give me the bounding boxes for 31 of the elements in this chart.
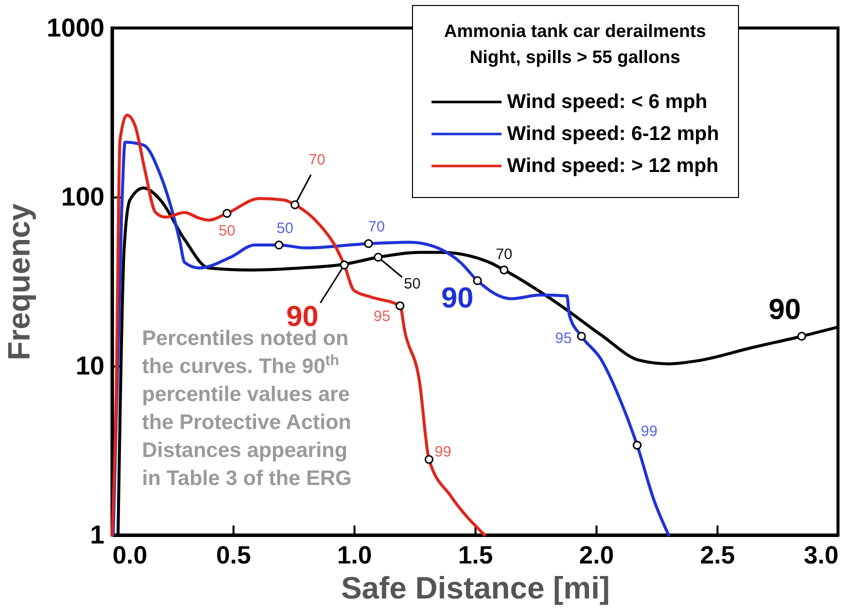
annotation: 90 — [768, 294, 801, 326]
x-tick-label: 3.0 — [804, 542, 838, 570]
x-tick-label: 1.5 — [458, 542, 493, 570]
x-tick-label: 1.0 — [337, 542, 372, 570]
legend-title: Ammonia tank car derailments Night, spills > 55 gallons — [444, 21, 706, 67]
annotation: 99 — [434, 443, 452, 460]
annotation: 95 — [555, 330, 572, 348]
x-tick-label: 2.5 — [700, 542, 735, 570]
annotation: 99 — [640, 423, 658, 440]
y-tick-label: 10 — [76, 350, 104, 380]
legend-label: Wind speed: > 12 mph — [507, 155, 719, 177]
annotation: 70 — [368, 218, 385, 236]
annotation: 50 — [404, 275, 421, 292]
line-series — [110, 114, 486, 536]
annotation: 70 — [308, 152, 326, 169]
x-tick-label: 0.0 — [112, 542, 148, 570]
y-tick-label: 1000 — [46, 12, 104, 42]
annotation: Percentiles noted on the curves. The 90$^{th}$ percentile values are the Protective Action Distances appearing in Table 3 of the ERG — [142, 327, 352, 490]
annotation: 90 — [441, 282, 474, 315]
annotation: 95 — [374, 308, 390, 325]
legend-label: Wind speed: 6-12 mph — [507, 123, 720, 145]
y-axis-title: Frequency — [2, 202, 37, 360]
annotation: 50 — [276, 220, 294, 237]
annotation: 70 — [496, 246, 512, 263]
legend-label: Wind speed: < 6 mph — [507, 91, 708, 113]
y-tick-label: 1 — [90, 520, 104, 550]
x-axis-title: Safe Distance [mi] — [341, 570, 610, 606]
annotation: 50 — [218, 222, 236, 240]
x-tick-label: 2.0 — [579, 542, 614, 570]
y-tick-label: 100 — [61, 182, 104, 212]
x-tick-label: 0.5 — [216, 542, 251, 570]
